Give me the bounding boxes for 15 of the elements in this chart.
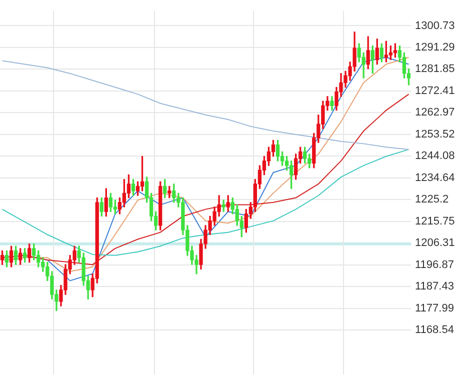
y-tick-label: 1272.41	[415, 84, 455, 97]
y-tick-label: 1177.99	[415, 302, 454, 314]
y-tick-label: 1234.64	[415, 172, 455, 184]
y-tick-label: 1196.87	[415, 258, 454, 271]
y-tick-label: 1253.52	[415, 128, 455, 140]
y-tick-label: 1215.75	[415, 215, 455, 228]
y-tick-label: 1262.97	[415, 106, 455, 119]
y-tick-label: 1291.29	[415, 41, 455, 54]
y-tick-label: 1168.54	[415, 324, 454, 336]
y-tick-label: 1225.2	[415, 194, 449, 206]
y-tick-label: 1206.31	[415, 237, 455, 250]
y-tick-label: 1244.08	[415, 150, 455, 162]
y-tick-label: 1187.43	[415, 280, 454, 293]
y-tick-label: 1300.73	[415, 20, 455, 32]
y-tick-label: 1281.85	[415, 63, 455, 76]
